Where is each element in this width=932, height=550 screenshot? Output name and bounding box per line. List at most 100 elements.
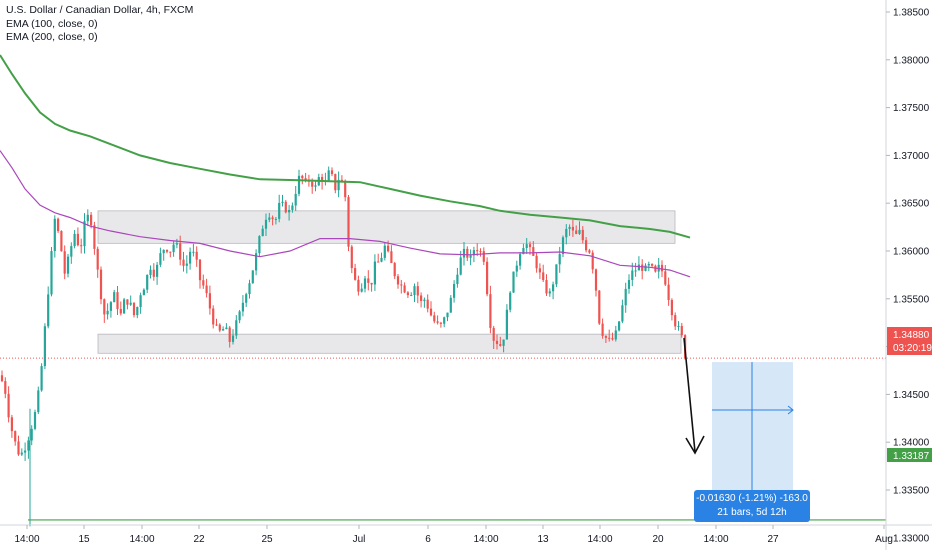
current-price-tag: 1.34880 03:20:19: [887, 327, 932, 355]
candle-body: [195, 251, 198, 260]
candle-body: [604, 335, 607, 338]
candle-body: [10, 417, 13, 432]
candle-body: [136, 307, 139, 316]
candle-body: [390, 251, 393, 264]
candle-body: [53, 218, 56, 252]
candle-body: [396, 276, 400, 285]
candle-body: [103, 299, 106, 315]
candle-body: [20, 452, 23, 455]
candle-body: [27, 440, 30, 451]
candle-body: [165, 249, 169, 252]
candle-body: [235, 320, 238, 336]
candle-body: [598, 290, 601, 324]
candle-body: [594, 269, 598, 291]
candle-body: [43, 326, 46, 367]
candle-body: [377, 261, 380, 263]
forecast-arrow-head: [685, 435, 705, 455]
candle-body: [403, 285, 406, 293]
candle-body: [439, 322, 442, 324]
candle-body: [7, 393, 10, 418]
candle-body: [416, 286, 419, 296]
candles-layer: [0, 166, 687, 527]
candle-body: [542, 272, 545, 281]
candle-body: [393, 263, 396, 277]
candle-body: [472, 250, 475, 256]
candle-body: [512, 271, 515, 293]
x-tick-label: 14:00: [703, 534, 728, 545]
candle-body: [373, 261, 376, 285]
candle-body: [37, 390, 40, 413]
candle-body: [189, 251, 192, 264]
candle-body: [360, 288, 363, 292]
candle-body: [156, 264, 159, 277]
candle-body: [185, 263, 188, 266]
candle-body: [674, 315, 677, 327]
projection-right-arrow: [787, 405, 794, 415]
candle-body: [608, 337, 611, 339]
candle-body: [311, 181, 314, 187]
current-price-tag-bg: [887, 327, 932, 355]
candle-body: [99, 269, 103, 300]
candle-body: [611, 338, 614, 340]
candle-body: [644, 265, 647, 271]
candle-body: [588, 250, 591, 253]
candle-body: [482, 251, 485, 262]
candle-body: [660, 264, 664, 272]
x-tick-label: 15: [78, 534, 90, 545]
candle-body: [627, 279, 631, 289]
measure-line-2: 21 bars, 5d 12h: [717, 507, 787, 518]
candle-body: [469, 255, 472, 258]
ema100-legend[interactable]: EMA (100, close, 0): [6, 17, 98, 30]
candle-body: [479, 251, 482, 253]
candle-body: [30, 428, 33, 441]
x-tick-label: 13: [537, 534, 549, 545]
candle-body: [522, 248, 525, 255]
candle-body: [50, 251, 53, 295]
candle-body: [532, 247, 535, 256]
candle-body: [380, 257, 383, 262]
candle-body: [538, 268, 541, 273]
candle-body: [505, 309, 508, 340]
candle-body: [126, 299, 129, 305]
forecast-arrow-line: [683, 337, 696, 453]
candle-body: [66, 256, 70, 274]
x-tick-label: 14:00: [14, 534, 39, 545]
candle-body: [575, 230, 578, 234]
candle-body: [495, 340, 499, 345]
candle-body: [258, 236, 261, 254]
candle-body: [591, 252, 594, 270]
candle-body: [466, 248, 469, 258]
candle-body: [4, 381, 7, 394]
candle-body: [555, 264, 558, 285]
candle-body: [571, 226, 574, 231]
symbol-title[interactable]: U.S. Dollar / Canadian Dollar, 4h, FXCM: [6, 4, 194, 16]
candle-body: [429, 308, 433, 316]
candle-body: [492, 327, 495, 341]
candle-body: [519, 254, 522, 266]
candle-body: [159, 253, 162, 265]
x-tick-label: 14:00: [473, 534, 498, 545]
zone-resistance: [97, 210, 676, 244]
x-tick-label: 14:00: [587, 534, 612, 545]
candle-body: [552, 284, 555, 292]
bar-countdown: 03:20:19: [893, 343, 932, 354]
candle-body: [420, 295, 423, 302]
x-tick-label: Aug: [875, 534, 893, 545]
candle-body: [268, 217, 271, 220]
target-price-tag-bg: [887, 448, 932, 462]
ema200-legend[interactable]: EMA (200, close, 0): [6, 31, 98, 43]
x-tick-label: Jul: [353, 534, 366, 545]
candle-body: [363, 278, 367, 289]
y-tick-label: 1.34500: [893, 390, 930, 401]
time-axis[interactable]: 14:00 15 14:00 22 25 Jul 6 14:00 13 14:00 20 14:00 2…: [14, 525, 893, 545]
candle-body: [443, 317, 446, 324]
price-axis[interactable]: 1.38500 1.38000 1.37500 1.37000 1.36500 1.360…: [886, 8, 930, 545]
candle-body: [357, 279, 360, 292]
candle-body: [614, 330, 617, 340]
candle-body: [212, 308, 215, 325]
candle-body: [215, 324, 218, 326]
y-tick-label: 1.34000: [893, 438, 930, 449]
candle-body: [525, 244, 528, 249]
candle-body: [631, 270, 634, 280]
